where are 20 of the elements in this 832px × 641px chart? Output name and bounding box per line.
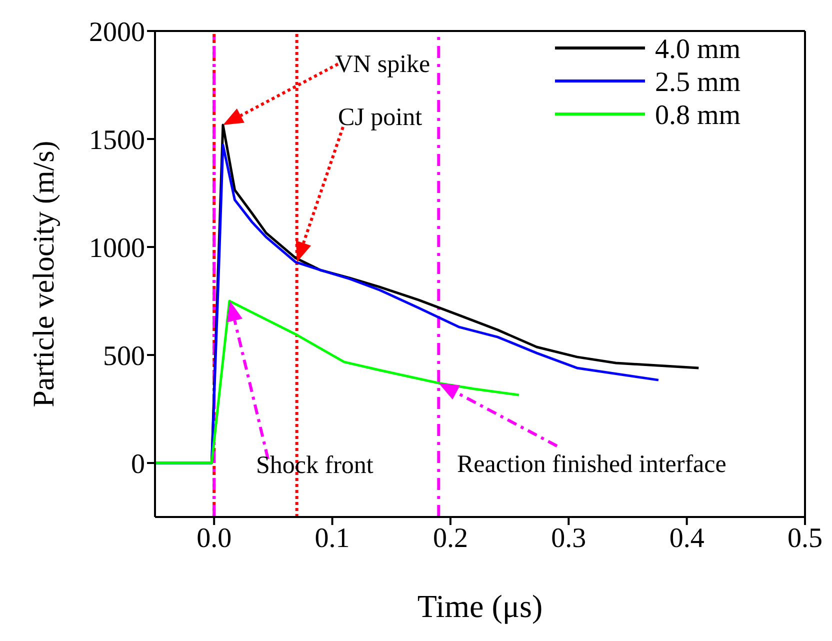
x-tick-label: 0.1 xyxy=(314,522,350,554)
y-axis-title: Particle velocity (m/s) xyxy=(28,140,61,408)
annotation: Shock front xyxy=(256,452,374,479)
y-tick-label: 500 xyxy=(103,340,145,372)
annotation: Reaction finished interface xyxy=(457,451,726,478)
x-tick-label: 0.2 xyxy=(432,522,468,554)
x-tick-label: 0.0 xyxy=(196,522,232,554)
x-tick-label: 0.5 xyxy=(788,522,822,554)
legend-label: 0.8 mm xyxy=(655,100,741,131)
x-tick-label: 0.3 xyxy=(551,522,586,554)
y-tick-label: 1500 xyxy=(89,124,145,156)
legend-label: 4.0 mm xyxy=(655,34,741,65)
annotation: CJ point xyxy=(338,104,422,131)
legend-label: 2.5 mm xyxy=(655,67,741,98)
y-tick-label: 1000 xyxy=(89,232,145,264)
annotation: VN spike xyxy=(335,51,430,78)
y-tick-label: 0 xyxy=(131,448,145,480)
x-axis-title: Time (μs) xyxy=(417,588,543,624)
x-tick-label: 0.4 xyxy=(669,522,704,554)
y-tick-label: 2000 xyxy=(89,16,145,48)
